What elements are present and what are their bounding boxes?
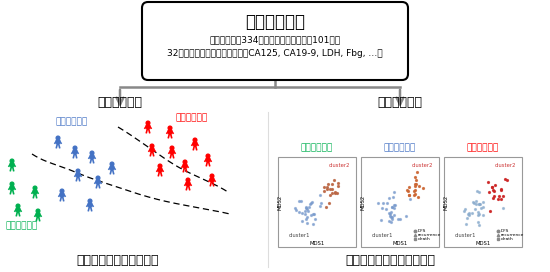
Polygon shape [60,193,64,197]
Circle shape [110,162,114,166]
Circle shape [210,174,214,178]
Polygon shape [88,203,92,207]
Circle shape [10,159,14,163]
Text: cluster2: cluster2 [495,163,516,168]
Circle shape [10,182,14,186]
Polygon shape [193,142,197,146]
Circle shape [56,136,60,140]
Text: 進行卵巣がん: 進行卵巣がん [176,113,208,122]
Text: cluster2: cluster2 [329,163,350,168]
Circle shape [206,154,210,158]
Text: 新たな疾患分類を見つける: 新たな疾患分類を見つける [345,254,435,267]
Text: MDS2: MDS2 [278,194,283,210]
Circle shape [36,209,40,213]
Text: DFS: DFS [501,229,509,233]
Circle shape [170,146,174,150]
Text: MDS2: MDS2 [443,194,448,210]
Text: death: death [418,237,431,241]
Circle shape [90,151,94,155]
Circle shape [193,138,197,142]
Polygon shape [73,150,77,154]
Polygon shape [110,166,114,170]
Circle shape [33,186,37,190]
Circle shape [183,160,187,164]
Text: 早期卵巣がん: 早期卵巣がん [56,117,88,126]
Text: MDS1: MDS1 [475,241,491,246]
Text: 早期卵巣がん: 早期卵巣がん [384,143,416,152]
Text: 教師あり学習: 教師あり学習 [97,95,142,109]
Polygon shape [33,190,37,194]
Polygon shape [90,155,94,159]
Polygon shape [210,178,214,182]
Polygon shape [170,150,174,154]
Text: cluster2: cluster2 [412,163,433,168]
Polygon shape [206,158,210,162]
FancyBboxPatch shape [444,157,522,247]
Polygon shape [183,164,187,168]
Text: recurrence: recurrence [418,233,441,237]
Text: MDS1: MDS1 [392,241,408,246]
Polygon shape [168,130,172,134]
Text: 術前血液検査: 術前血液検査 [245,13,305,31]
Text: 32種類の術前血液検査データ（CA125, CA19-9, LDH, Fbg, …）: 32種類の術前血液検査データ（CA125, CA19-9, LDH, Fbg, … [167,48,383,57]
Text: MDS1: MDS1 [309,241,324,246]
Circle shape [88,199,92,203]
Polygon shape [158,168,162,172]
FancyBboxPatch shape [278,157,356,247]
Circle shape [168,126,172,130]
Text: 既存の分類の境界を学習: 既存の分類の境界を学習 [77,254,160,267]
Text: 良性卵巣腫瘍: 良性卵巣腫瘍 [301,143,333,152]
Text: 教師なし学習: 教師なし学習 [377,95,422,109]
Polygon shape [10,186,14,190]
Text: DFS: DFS [418,229,426,233]
Polygon shape [16,208,20,212]
Text: cluster1: cluster1 [289,233,311,238]
Circle shape [158,164,162,168]
Circle shape [150,144,154,148]
Polygon shape [36,213,40,217]
Text: 卵巣がん患者334名、良性卵巣腫瘍患者101名の: 卵巣がん患者334名、良性卵巣腫瘍患者101名の [210,36,340,45]
Circle shape [16,204,20,208]
FancyBboxPatch shape [361,157,439,247]
Polygon shape [76,173,80,177]
Polygon shape [146,125,150,129]
Circle shape [96,176,100,180]
Text: 進行卵巣がん: 進行卵巣がん [467,143,499,152]
Polygon shape [186,182,190,186]
Circle shape [60,189,64,193]
Circle shape [73,146,77,150]
Polygon shape [56,140,60,144]
Polygon shape [150,148,154,152]
Polygon shape [96,180,100,184]
Text: recurrence: recurrence [501,233,524,237]
Circle shape [76,169,80,173]
Text: cluster1: cluster1 [455,233,476,238]
Polygon shape [10,163,14,166]
Text: 良性卵巣腫瘍: 良性卵巣腫瘍 [6,221,38,230]
Circle shape [186,178,190,182]
Circle shape [146,121,150,125]
Text: MDS2: MDS2 [360,194,366,210]
Text: cluster1: cluster1 [372,233,393,238]
FancyBboxPatch shape [142,2,408,80]
Text: death: death [501,237,514,241]
